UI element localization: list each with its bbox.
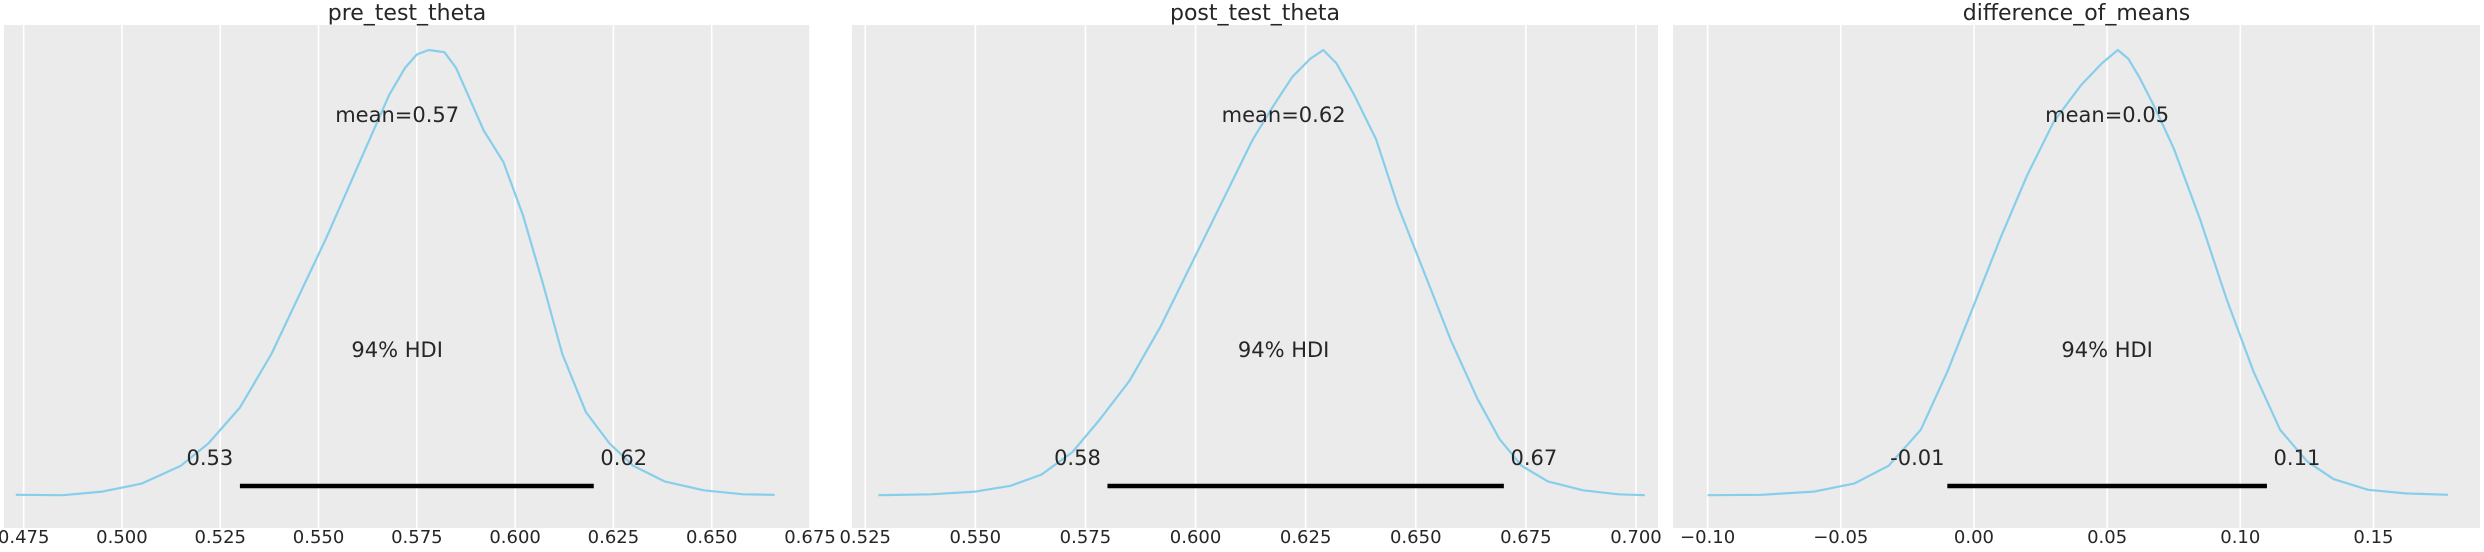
panel-2-mean-label: mean=0.62 [1222,103,1346,127]
panel-2-title: post_test_theta [1170,1,1340,26]
panel-3-x-tick-label: 0.05 [2087,527,2127,548]
panel-1-title: pre_test_theta [328,1,487,26]
panel-1-x-tick-label: 0.625 [588,527,640,548]
panel-2: 0.525 0.550 0.575 0.600 0.625 0.650 0.675 0.700… [839,1,1661,548]
panel-1-density-curve [15,48,775,497]
panel-1-x-tick-label: 0.600 [489,527,541,548]
panel-3-density-curve [1707,48,2449,497]
panel-3-background [1673,25,2480,528]
panel-1: 0.475 0.500 0.525 0.550 0.575 0.600 0.625 0.650… [0,1,836,548]
panel-2-x-tick-label: 0.600 [1170,527,1222,548]
panel-2-x-tick-label: 0.675 [1500,527,1552,548]
panel-1-mean-label: mean=0.57 [335,103,459,127]
panel-3-x-tick-label: 0.10 [2220,527,2260,548]
panel-3-title: difference_of_means [1963,1,2191,26]
panel-1-hdi-high-label: 0.62 [600,446,647,470]
panel-2-hdi-high-label: 0.67 [1510,446,1557,470]
panel-2-x-tick-label: 0.525 [839,527,891,548]
panel-2-hdi-text: 94% HDI [1238,338,1330,362]
panel-3-hdi-text: 94% HDI [2061,338,2153,362]
panel-1-hdi-low-label: 0.53 [187,446,234,470]
panel-1-x-tick-label: 0.675 [784,527,836,548]
panel-2-x-tick-label: 0.625 [1280,527,1332,548]
panel-1-hdi-text: 94% HDI [351,338,443,362]
panel-1-x-tick-label: 0.650 [686,527,738,548]
panel-1-x-tick-label: 0.550 [293,527,345,548]
panel-3-x-tick-label: 0.15 [2353,527,2393,548]
panel-3-x-tick-label: −0.10 [1680,527,1735,548]
panel-2-density-curve [878,48,1645,497]
panel-2-x-tick-label: 0.700 [1610,527,1662,548]
panel-3-hdi-low-label: -0.01 [1890,446,1944,470]
panel-1-x-tick-label: 0.500 [96,527,148,548]
panel-2-background [852,25,1658,528]
panel-1-x-tick-label: 0.475 [0,527,49,548]
panel-1-x-tick-label: 0.525 [194,527,246,548]
panel-3-x-tick-label: −0.05 [1813,527,1868,548]
panel-2-x-tick-label: 0.550 [950,527,1002,548]
panel-3-mean-label: mean=0.05 [2045,103,2169,127]
panel-2-x-tick-label: 0.575 [1060,527,1112,548]
panel-3: −0.10 −0.05 0.00 0.05 0.10 0.15 difference_of_… [1673,1,2480,548]
panel-1-background [4,25,810,528]
panel-1-x-tick-label: 0.575 [391,527,443,548]
panel-3-hdi-high-label: 0.11 [2274,446,2321,470]
panel-2-hdi-low-label: 0.58 [1054,446,1101,470]
panel-2-x-tick-label: 0.650 [1390,527,1442,548]
panel-3-x-tick-label: 0.00 [1954,527,1994,548]
